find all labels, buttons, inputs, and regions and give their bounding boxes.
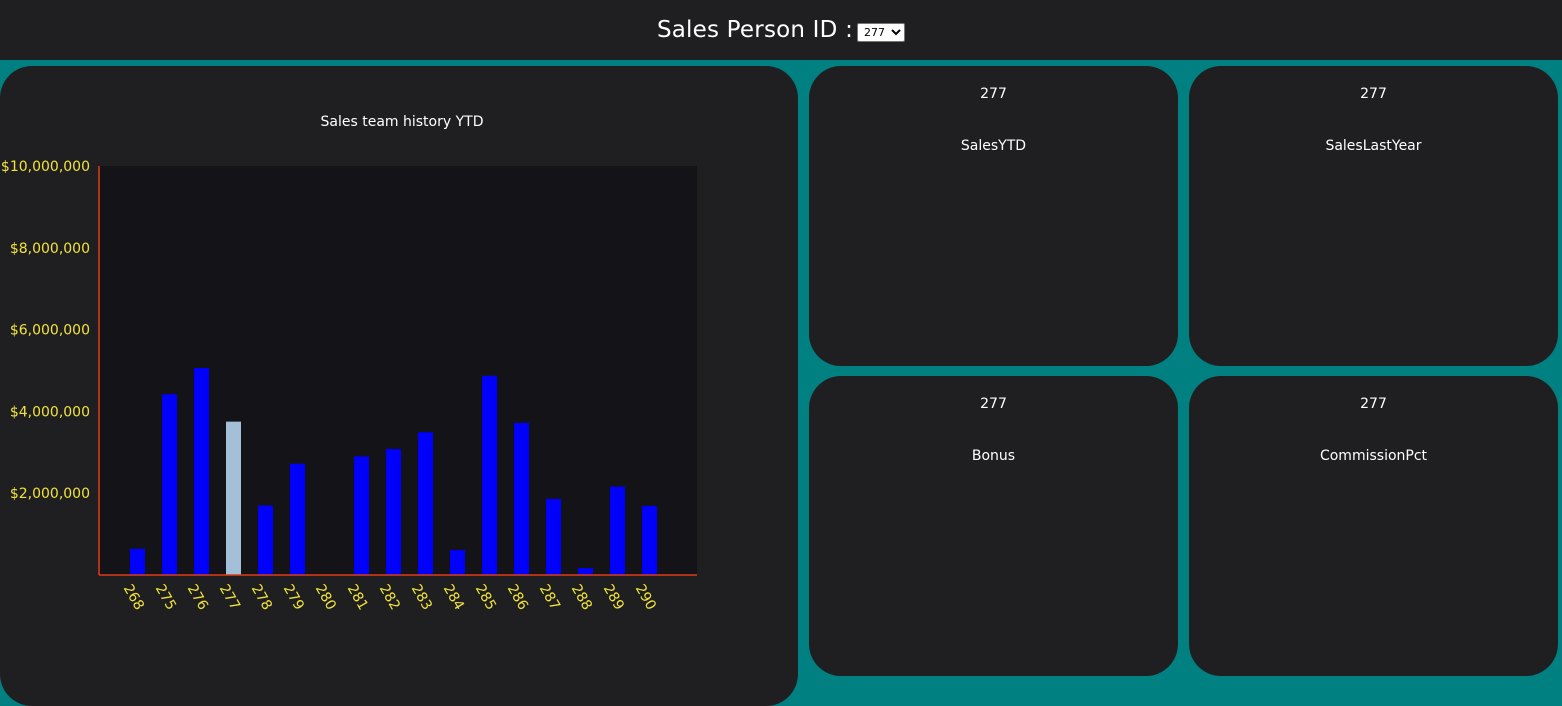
- x-tick-label: 285: [472, 582, 499, 613]
- card-metric-label: SalesYTD: [960, 138, 1027, 154]
- bar: [514, 422, 529, 575]
- card-metric-label: SalesLastYear: [1325, 138, 1422, 154]
- card-id-label: 277: [1360, 86, 1387, 102]
- bar: [354, 456, 369, 575]
- x-tick-label: 279: [280, 582, 307, 613]
- x-tick-label: 288: [568, 582, 595, 613]
- bar: [162, 394, 177, 575]
- bar: [290, 463, 305, 575]
- x-tick-label: 278: [248, 582, 275, 613]
- bar: [130, 548, 145, 575]
- sales-last-year-card: 277 SalesLastYear: [1189, 66, 1558, 366]
- bar: [258, 505, 273, 575]
- bar: [226, 421, 241, 575]
- page-title: Sales Person ID :: [656, 17, 854, 43]
- y-tick-label: $10,000,000: [1, 159, 90, 175]
- commission-pct-card: 277 CommissionPct: [1189, 376, 1558, 676]
- x-tick-label: 282: [376, 582, 403, 613]
- bar: [450, 550, 465, 575]
- bonus-card: 277 Bonus: [809, 376, 1178, 676]
- card-id-label: 277: [1360, 396, 1387, 412]
- x-tick-label: 286: [504, 582, 531, 613]
- bar: [482, 375, 497, 575]
- bar: [418, 432, 433, 575]
- x-tick-label: 268: [120, 582, 147, 613]
- y-tick-label: $8,000,000: [10, 241, 90, 257]
- x-tick-label: 277: [216, 582, 243, 613]
- x-tick-label: 287: [536, 582, 563, 613]
- top-bar: Sales Person ID : 2682752762772782792802…: [0, 0, 1562, 60]
- bar: [386, 449, 401, 575]
- sales-ytd-card: 277 SalesYTD: [809, 66, 1178, 366]
- x-tick-label: 289: [600, 582, 627, 613]
- x-tick-label: 275: [152, 582, 179, 613]
- x-tick-label: 290: [632, 582, 659, 613]
- sales-person-id-select[interactable]: 2682752762772782792802812822832842852862…: [857, 22, 906, 42]
- card-id-label: 277: [980, 86, 1007, 102]
- x-tick-label: 280: [312, 582, 339, 613]
- x-tick-label: 283: [408, 582, 435, 613]
- y-tick-label: $6,000,000: [10, 323, 90, 339]
- x-tick-label: 281: [344, 582, 371, 613]
- y-tick-label: $2,000,000: [10, 486, 90, 502]
- bar: [194, 368, 209, 575]
- card-metric-label: CommissionPct: [1319, 448, 1428, 464]
- chart-title: Sales team history YTD: [321, 114, 484, 130]
- bar: [642, 505, 657, 575]
- card-metric-label: Bonus: [971, 448, 1016, 464]
- bar: [610, 486, 625, 575]
- x-tick-label: 284: [440, 582, 467, 613]
- chart-panel: Sales team history YTD 268 275 276 277 278 279…: [0, 66, 798, 706]
- bar: [546, 498, 561, 575]
- x-tick-label: 276: [184, 582, 211, 613]
- bar: [578, 568, 593, 575]
- card-id-label: 277: [980, 396, 1007, 412]
- y-tick-label: $4,000,000: [10, 404, 90, 420]
- sales-history-chart: Sales team history YTD 268 275 276 277 278 279…: [1, 114, 697, 613]
